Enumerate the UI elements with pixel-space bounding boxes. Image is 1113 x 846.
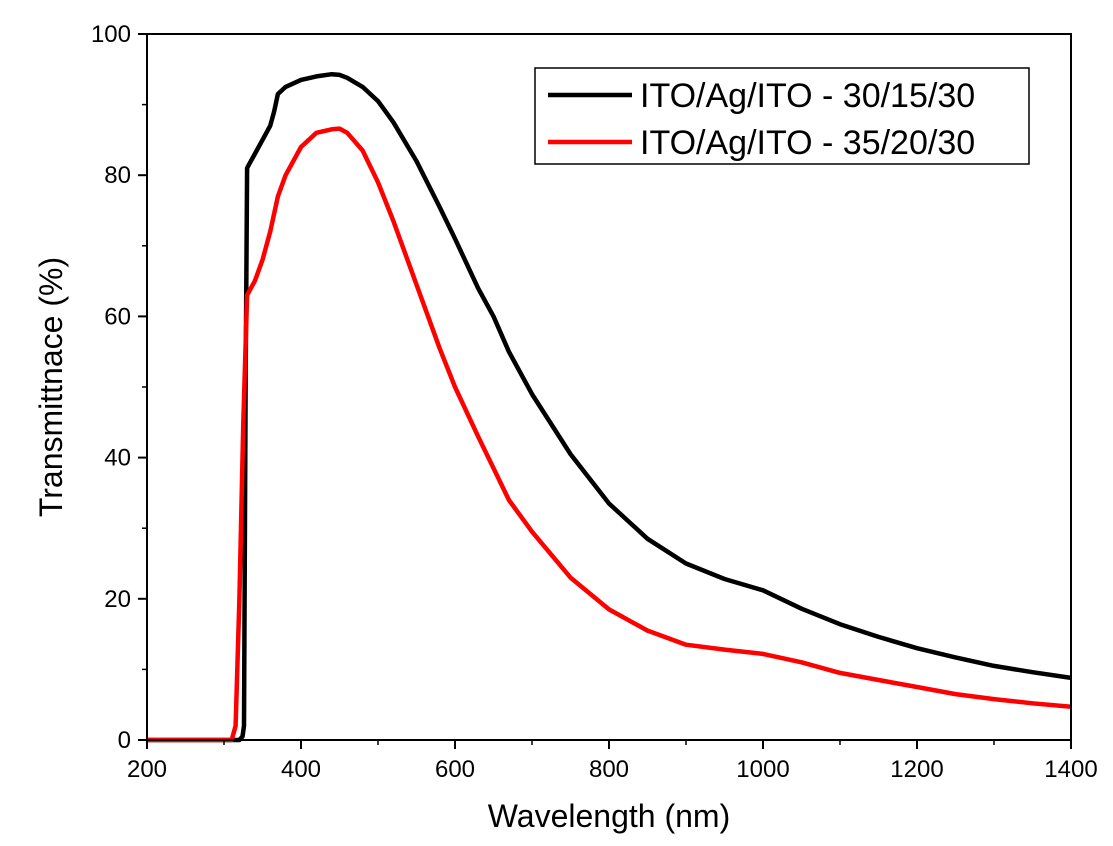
legend-frame [534,67,1030,165]
y-tick-label: 60 [104,303,131,330]
x-tick-label: 400 [281,756,321,783]
x-tick-label: 1400 [1044,756,1097,783]
x-tick-label: 800 [589,756,629,783]
y-tick-label: 20 [104,586,131,613]
y-tick-label: 100 [91,21,131,48]
x-tick-label: 1200 [890,756,943,783]
series-line-1 [147,71,1072,743]
x-tick-label: 1000 [736,756,789,783]
y-axis-title: Transmittnace (%) [33,257,69,517]
legend-label-series-2: ITO/Ag/ITO - 35/20/30 [640,124,975,162]
x-axis-title: Wavelength (nm) [488,798,730,834]
plot-lines [147,71,1072,743]
series-line-2 [147,126,1072,743]
y-tick-label: 80 [104,162,131,189]
y-tick-label: 0 [118,727,131,754]
legend: ITO/Ag/ITO - 30/15/30 ITO/Ag/ITO - 35/20… [548,77,975,162]
tick-labels: 200 400 600 800 1000 1200 1400 0 20 40 60 80 100 [91,21,1098,783]
x-tick-label: 600 [435,756,475,783]
y-tick-label: 40 [104,445,131,472]
x-tick-label: 200 [127,756,167,783]
legend-label-series-1: ITO/Ag/ITO - 30/15/30 [640,77,975,115]
ticks [138,33,1072,749]
